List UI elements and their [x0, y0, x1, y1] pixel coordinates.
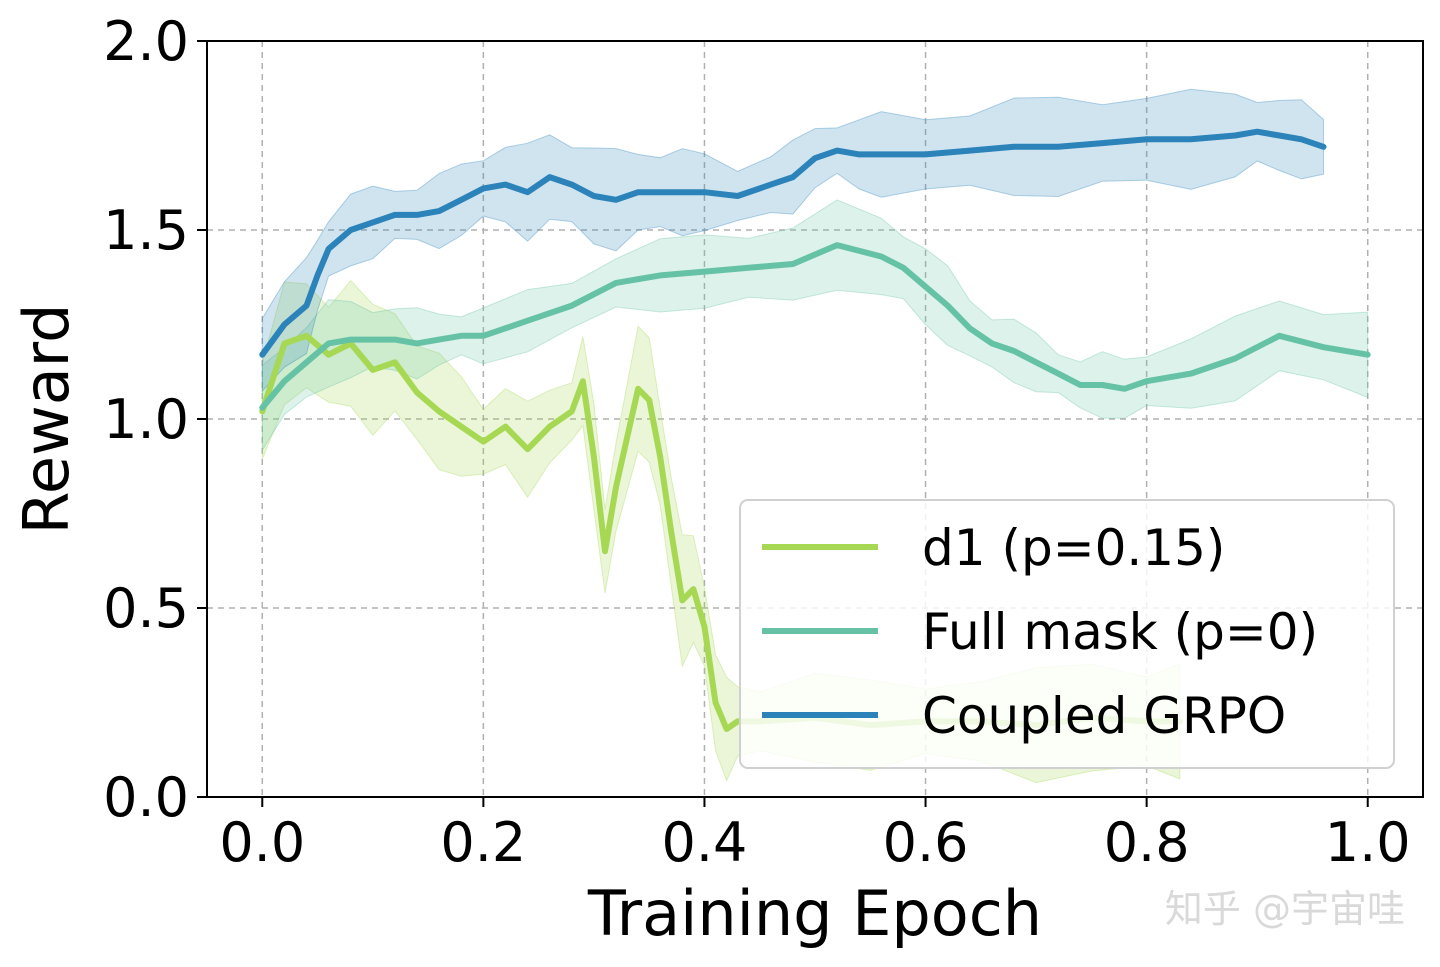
- series-band-0: [261, 279, 1181, 784]
- legend-label-2: Coupled GRPO: [922, 687, 1286, 745]
- y-tick-label: 2.0: [103, 10, 189, 73]
- x-tick-label: 0.0: [219, 811, 305, 874]
- watermark: 知乎 @宇宙哇: [1165, 887, 1405, 931]
- legend-label-0: d1 (p=0.15): [922, 519, 1225, 577]
- tick-layer: 0.0 0.2 0.4 0.6 0.8 1.0 0.0 0.5 1.0 1.5 2.0: [103, 10, 1411, 874]
- series-line-1: [259, 242, 1371, 411]
- legend-label-1: Full mask (p=0): [922, 603, 1318, 661]
- x-tick-label: 0.6: [883, 811, 969, 874]
- y-tick-label: 0.0: [103, 766, 189, 829]
- y-axis-label: Reward: [10, 304, 83, 535]
- x-axis-label: Training Epoch: [587, 877, 1042, 950]
- y-tick-label: 0.5: [103, 577, 189, 640]
- series-line-2: [259, 128, 1327, 358]
- legend-box: [739, 499, 1395, 769]
- series-band-2: [261, 88, 1324, 393]
- x-tick-label: 0.2: [440, 811, 526, 874]
- legend: d1 (p=0.15) Full mask (p=0) Coupled GRPO: [739, 499, 1395, 769]
- x-tick-label: 0.4: [662, 811, 748, 874]
- x-tick-label: 0.8: [1104, 811, 1190, 874]
- y-tick-label: 1.5: [103, 199, 189, 262]
- legend-entries: d1 (p=0.15) Full mask (p=0) Coupled GRPO: [762, 519, 1318, 745]
- x-tick-label: 1.0: [1325, 811, 1411, 874]
- y-tick-label: 1.0: [103, 388, 189, 451]
